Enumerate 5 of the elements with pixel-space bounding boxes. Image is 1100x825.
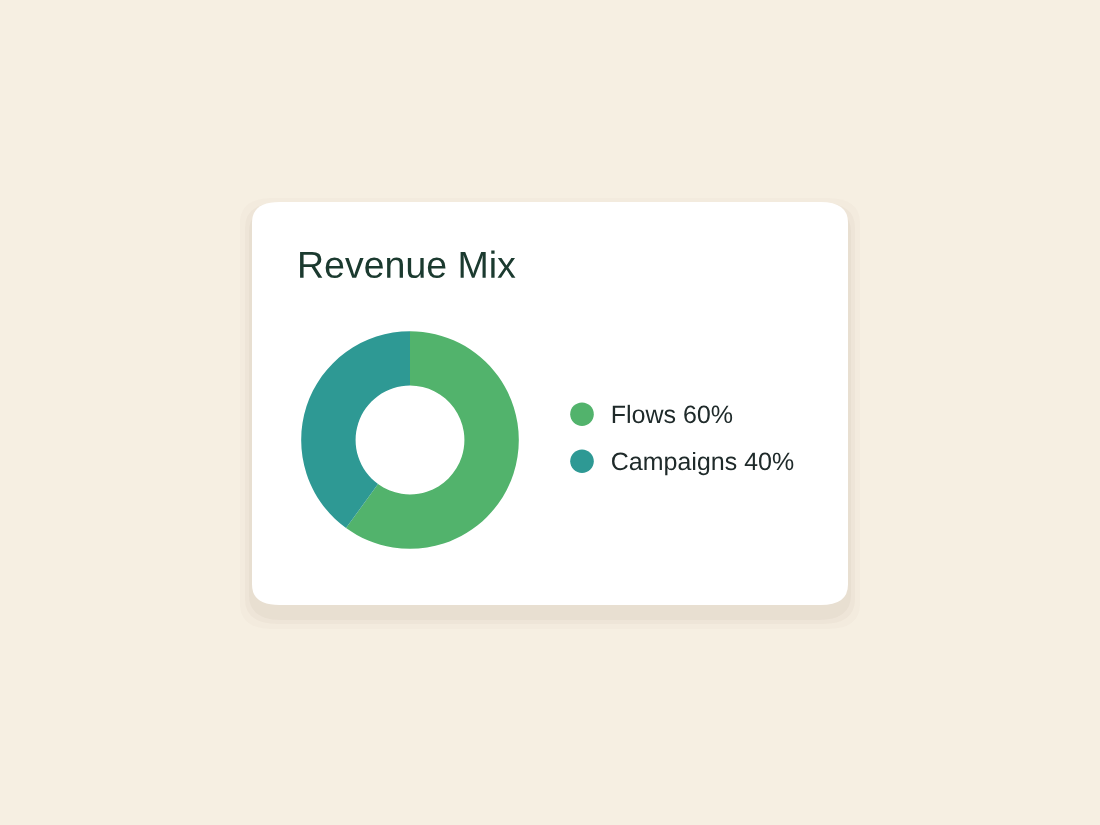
legend-label: Flows 60% xyxy=(612,404,733,424)
donut-slice xyxy=(346,331,519,549)
donut-slice xyxy=(301,331,410,529)
legend-label: Campaigns 40% xyxy=(612,451,794,476)
chart-title: Revenue Mix xyxy=(300,250,516,279)
